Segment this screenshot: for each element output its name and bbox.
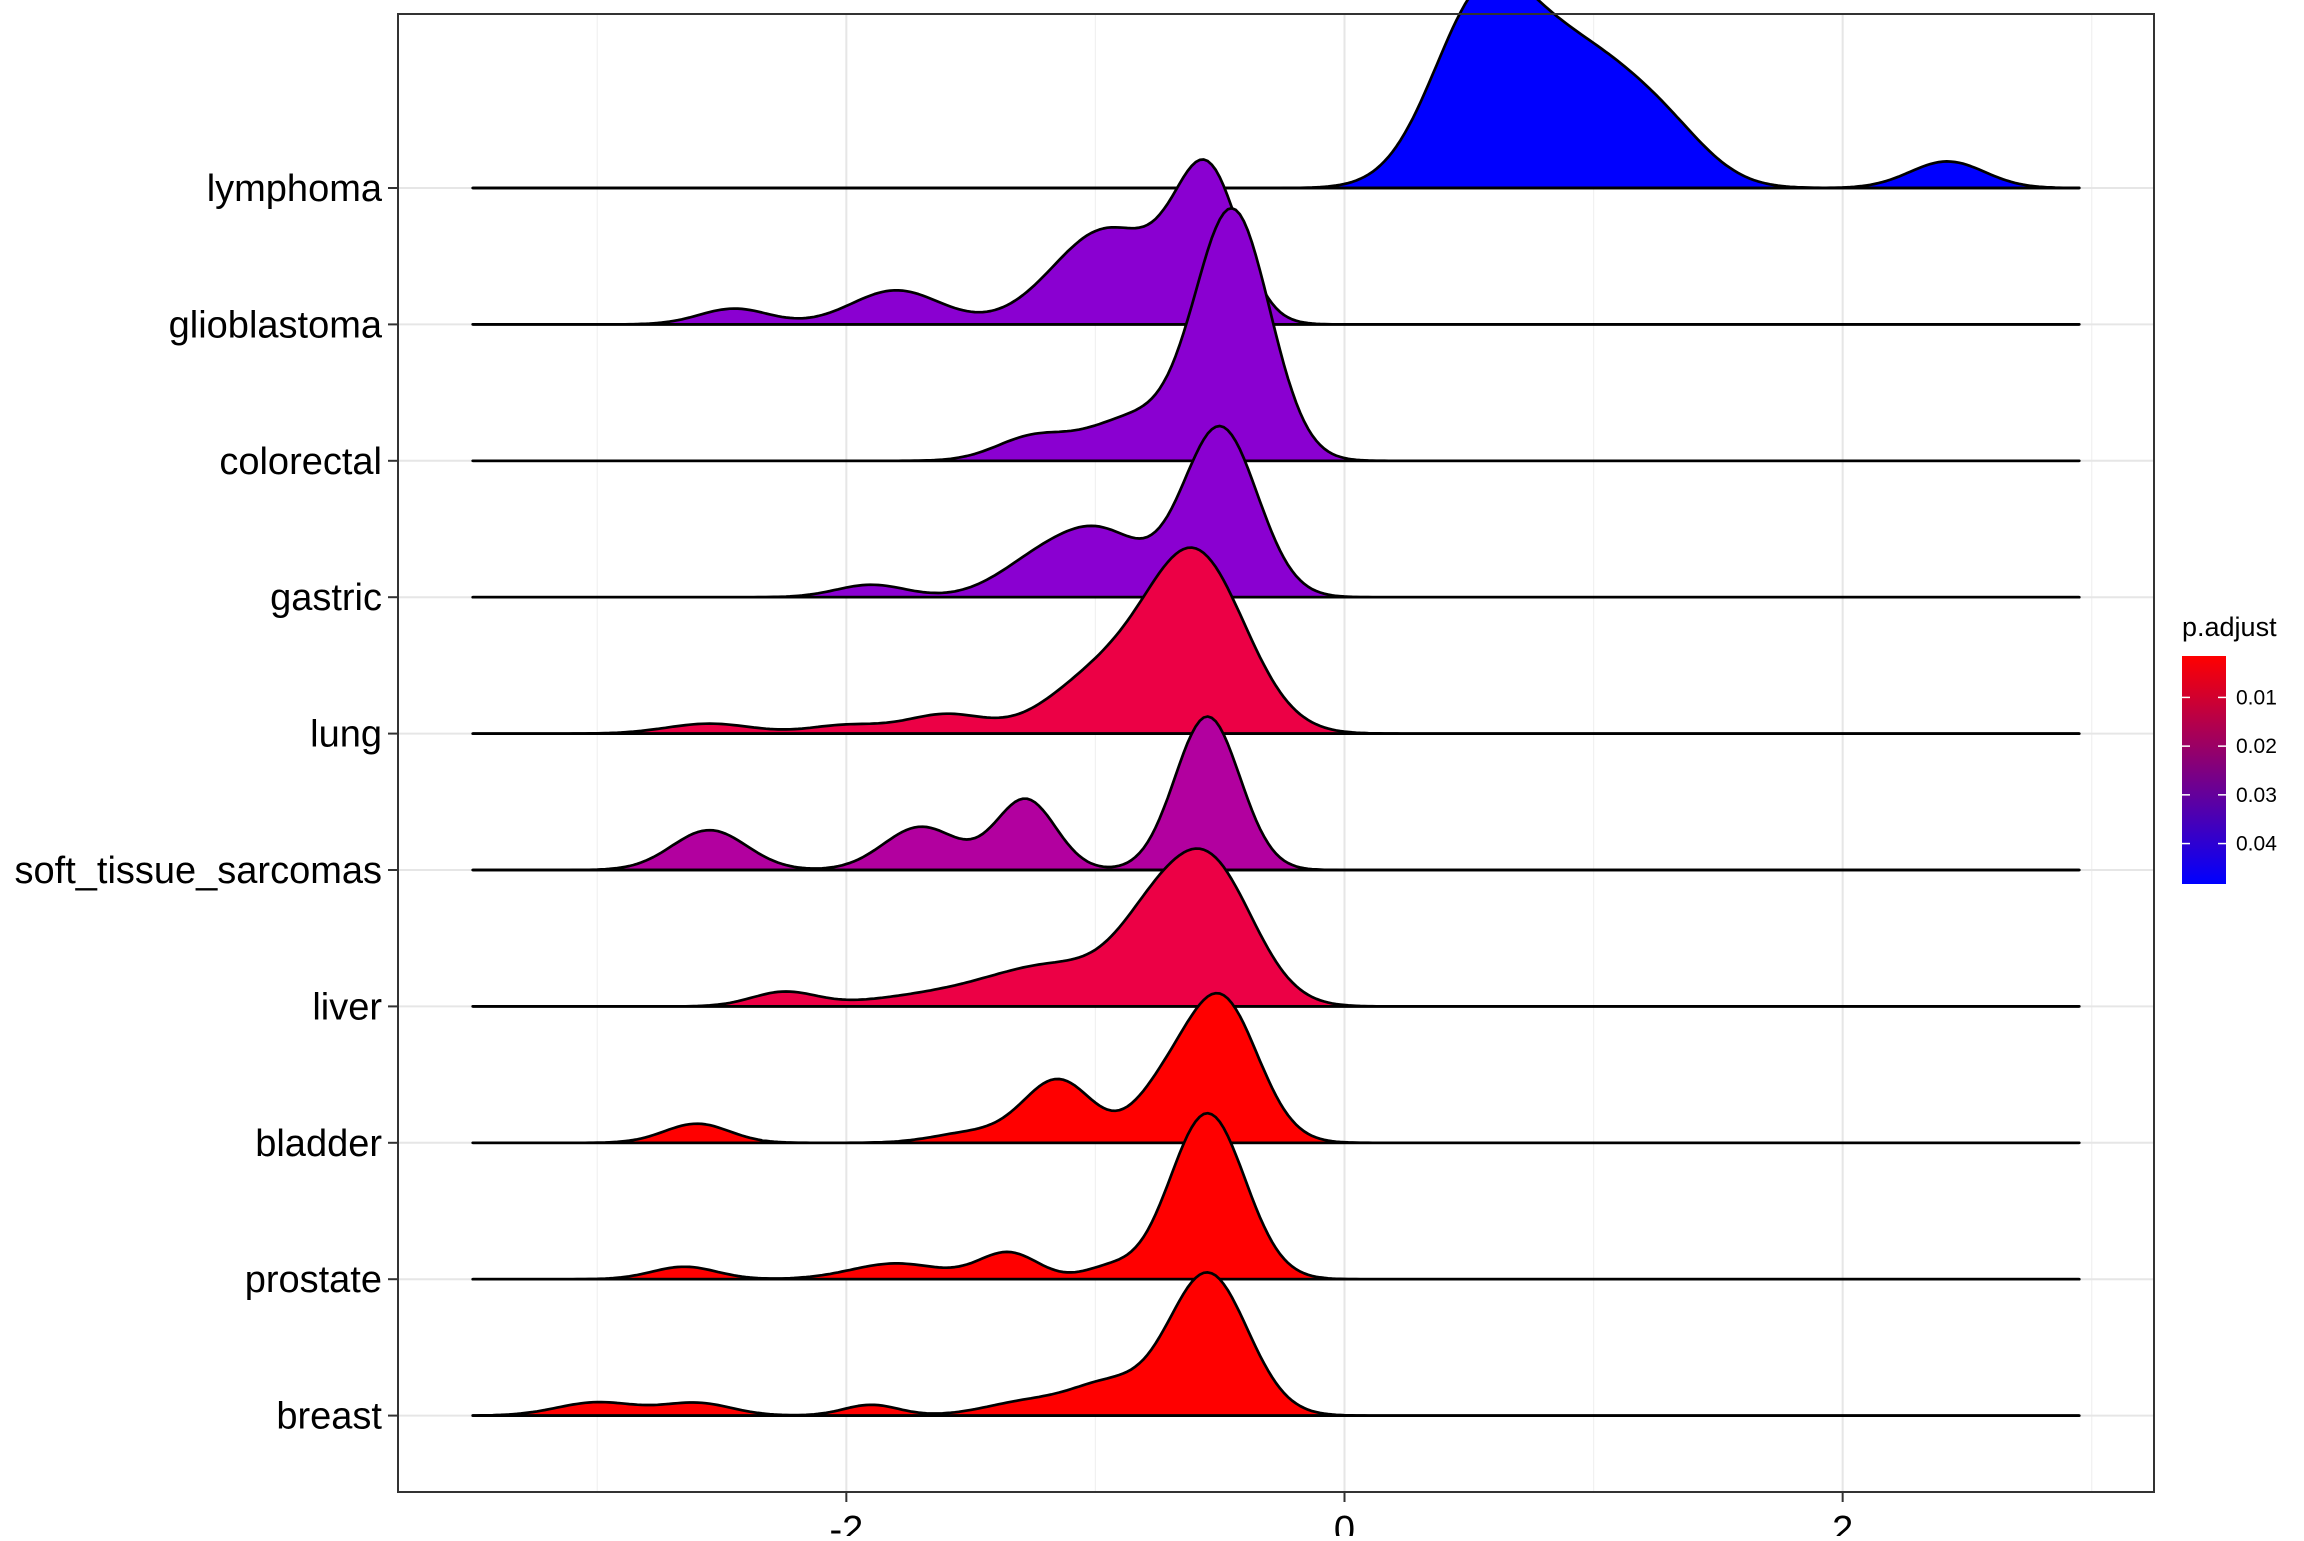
y-tick-label: lymphoma [207,168,383,210]
axis-layer: breast prostate bladder liver soft_tissue_sa… [15,168,1854,1541]
y-tick-label: liver [312,986,382,1028]
legend-title: p.adjust [2182,612,2277,642]
ridge-layer [471,0,2081,1417]
x-tick-label: -2 [829,1509,863,1536]
x-tick-label: 2 [1832,1509,1853,1536]
ridge-lymphoma [471,0,2081,190]
y-tick-label: prostate [245,1259,382,1301]
ridge-glioblastoma [471,158,2081,326]
legend-tick-label: 0.01 [2236,686,2277,709]
legend-tick-label: 0.03 [2236,784,2277,807]
ridge-liver [471,847,2081,1008]
y-tick-label: lung [310,714,382,756]
panel-border [397,13,2155,1493]
legend-colorbar [2182,656,2226,884]
y-tick-label: bladder [255,1123,382,1165]
ridge-soft-tissue-sarcomas [471,715,2081,872]
legend-tick-label: 0.04 [2236,833,2277,856]
ridge-colorectal [471,206,2081,463]
y-tick-label: colorectal [219,441,382,483]
ridge-breast [471,1271,2081,1417]
legend-tick-label: 0.02 [2236,735,2277,758]
y-tick-label: glioblastoma [169,304,383,346]
y-tick-label: gastric [270,577,382,619]
legend-layer: p.adjust 0.01 0.02 0.03 0.04 [2182,612,2277,884]
ridge-bladder [471,991,2081,1145]
y-tick-label: soft_tissue_sarcomas [15,850,383,892]
y-tick-label: breast [276,1396,382,1438]
x-tick-label: 0 [1334,1509,1355,1536]
